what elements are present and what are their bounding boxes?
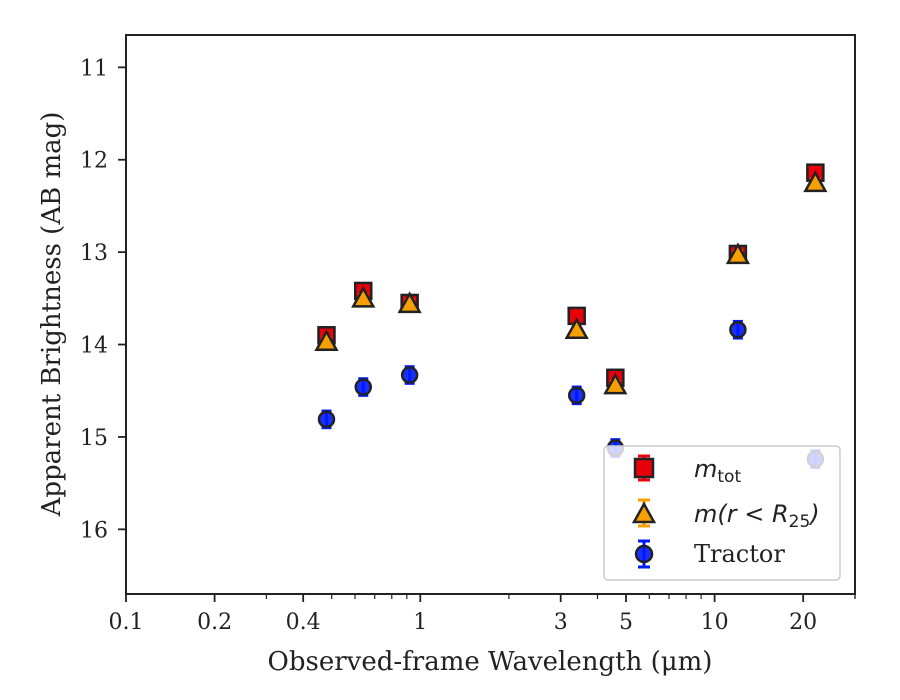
- x-tick-label: 0.2: [197, 610, 232, 635]
- x-tick-label: 1: [413, 610, 427, 635]
- m-r-r25-point: [803, 170, 828, 193]
- legend-m-r25-label: m(r < R25): [694, 500, 820, 532]
- m-r-r25-point: [314, 329, 339, 352]
- tractor-point: [317, 410, 336, 429]
- x-axis-ticks: 0.1 0.2 0.4 1 3 5 10 20: [109, 594, 856, 635]
- y-axis-ticks: 11 12 13 14 15 16: [80, 56, 126, 543]
- x-tick-label: 20: [789, 610, 817, 635]
- y-tick-label: 11: [80, 56, 108, 81]
- m-r-r25-point: [603, 372, 628, 395]
- legend-m-tot-label: mtot: [694, 455, 741, 487]
- x-tick-label: 0.4: [286, 610, 321, 635]
- m-r-r25-point: [397, 291, 422, 314]
- legend-m-r25-marker: [631, 501, 657, 524]
- y-tick-label: 15: [80, 426, 108, 451]
- tractor-point: [567, 386, 586, 405]
- m-r-r25-point: [725, 242, 751, 265]
- y-tick-label: 12: [80, 149, 108, 174]
- m-r-r25-point: [564, 317, 589, 339]
- x-tick-label: 3: [554, 610, 568, 635]
- legend-entry-m-r25: m(r < R25): [631, 498, 820, 532]
- plot-frame: [125, 34, 856, 595]
- y-tick-label: 14: [80, 334, 108, 359]
- y-tick-label: 13: [80, 241, 108, 266]
- x-tick-label: 10: [701, 610, 729, 635]
- legend-m-tot-marker: [633, 457, 655, 479]
- tractor-point: [354, 378, 373, 396]
- legend: mtot m(r < R25) Tractor: [603, 445, 841, 581]
- tractor-point: [729, 320, 747, 339]
- legend-frame: [603, 445, 841, 581]
- y-axis-title: Apparent Brightness (AB mag): [37, 112, 67, 518]
- x-axis-title: Observed-frame Wavelength (μm): [268, 647, 713, 677]
- legend-tractor-marker: [634, 544, 654, 564]
- x-tick-label: 0.1: [109, 610, 144, 635]
- tractor-point: [400, 366, 419, 384]
- x-tick-label: 5: [619, 610, 633, 635]
- legend-entry-tractor: Tractor: [634, 539, 785, 569]
- legend-entry-m-tot: mtot: [633, 454, 741, 487]
- y-tick-label: 16: [80, 518, 108, 543]
- m-r-r25-point: [351, 285, 376, 308]
- legend-tractor-label: Tractor: [694, 540, 785, 568]
